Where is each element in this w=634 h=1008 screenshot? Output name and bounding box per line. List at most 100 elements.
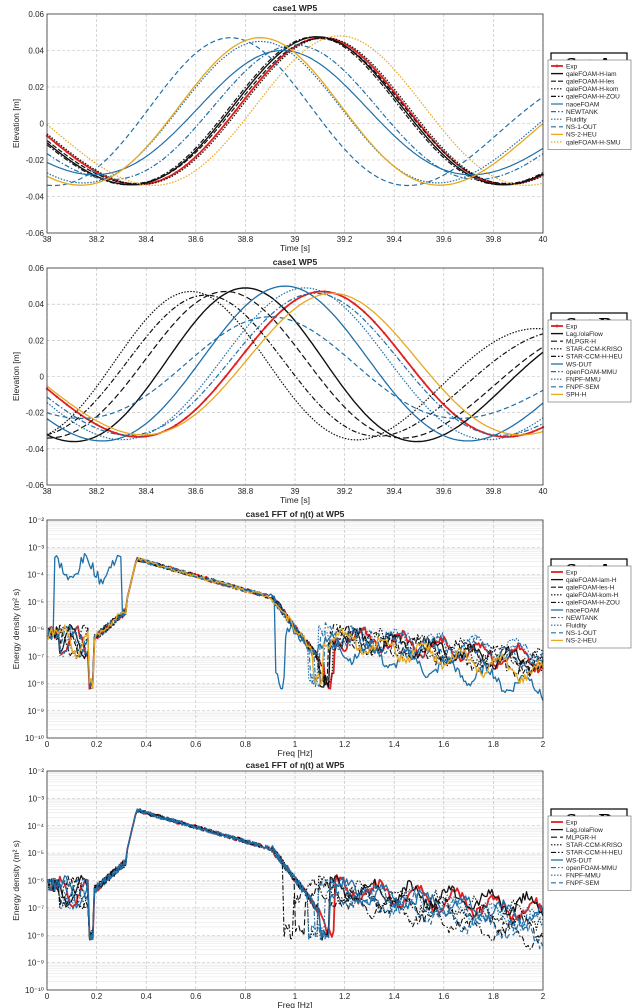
- legend-entry: NS-1-OUT: [566, 124, 597, 131]
- y-axis-label: Elevation [m]: [11, 352, 21, 401]
- series-marker: [353, 49, 356, 52]
- x-tick-label: 39.4: [386, 235, 402, 244]
- chart-title: case1 FFT of η(t) at WP5: [246, 509, 345, 519]
- series-marker: [204, 398, 207, 401]
- chart-title: case1 WP5: [273, 257, 318, 267]
- x-tick-label: 39.2: [337, 235, 353, 244]
- plot-frame: [46, 770, 544, 991]
- y-tick-label: 10⁻²: [28, 516, 44, 525]
- legend-entry: qaleFOAM-H-ZOU: [566, 600, 620, 607]
- x-tick-label: 0.6: [190, 740, 202, 749]
- x-tick-label: 0.8: [240, 740, 252, 749]
- series-line-star-ccm-kriso: [46, 290, 544, 441]
- y-tick-label: 10⁻⁷: [28, 652, 44, 661]
- legend-entry: SPH-H: [566, 392, 587, 399]
- legend-entry: Exp: [566, 323, 578, 330]
- series-marker: [174, 423, 178, 427]
- x-tick-label: 0: [45, 740, 50, 749]
- series-line-ns-1-out: [46, 37, 544, 187]
- y-tick-label: 0: [40, 373, 45, 382]
- y-tick-label: 10⁻⁷: [28, 904, 44, 913]
- legend-entry: naoeFOAM: [566, 607, 599, 614]
- series-marker: [254, 84, 257, 88]
- x-tick-label: 40: [539, 487, 548, 496]
- legend-entry: NEWTANK: [566, 109, 599, 116]
- series-marker: [422, 381, 426, 384]
- legend-entry: STAR-CCM-KRISO: [566, 842, 622, 849]
- x-tick-label: 40: [539, 235, 548, 244]
- legend-entry: WS-DUT: [566, 361, 592, 368]
- series-line-mlpgr-h: [47, 290, 544, 439]
- x-tick-label: 38.2: [89, 487, 105, 496]
- series-marker: [412, 116, 416, 119]
- x-tick-label: 38.6: [188, 235, 204, 244]
- x-tick-label: 38.6: [188, 487, 204, 496]
- y-tick-label: -0.04: [26, 445, 45, 454]
- legend-entry: openFOAM-MMU: [566, 865, 617, 872]
- series-marker: [244, 97, 247, 100]
- legend-entry: FNPF-SEM: [566, 880, 599, 887]
- y-tick-label: 10⁻⁵: [28, 598, 44, 607]
- x-tick-label: 39: [291, 487, 300, 496]
- y-tick-label: -0.02: [26, 409, 45, 418]
- legend-entry: qaleFOAM-lam-H: [566, 577, 617, 584]
- series-line-fnpf-mmu: [47, 808, 544, 941]
- legend-entry: qaleFOAM-kom-H: [566, 592, 619, 599]
- x-tick-label: 0.2: [91, 992, 103, 1001]
- series-marker: [115, 432, 118, 435]
- plot-frame: [46, 13, 544, 234]
- x-tick-label: 39.4: [386, 487, 402, 496]
- series-marker: [383, 78, 386, 82]
- legend-entry: qaleFOAM-H-SMU: [566, 139, 621, 146]
- legend-entry: openFOAM-MMU: [566, 369, 617, 376]
- y-tick-label: 10⁻⁹: [27, 959, 44, 968]
- y-tick-label: 10⁻⁵: [28, 849, 44, 858]
- series-line-newtank: [46, 44, 544, 180]
- y-tick-label: 0.04: [28, 300, 44, 309]
- series-marker: [234, 109, 237, 113]
- x-tick-label: 0.4: [141, 992, 153, 1001]
- legend-entry: NS-2-HEU: [566, 638, 597, 645]
- y-tick-label: 0.04: [28, 47, 44, 56]
- y-tick-label: 10⁻³: [28, 794, 44, 803]
- legend-entry: qaleFOAM-H-les: [566, 79, 615, 86]
- x-tick-label: 39.6: [436, 487, 452, 496]
- series-marker: [393, 90, 396, 94]
- legend-entry: FNPF-SEM: [566, 384, 599, 391]
- series-marker: [264, 72, 267, 76]
- legend-entry: Exp: [566, 819, 578, 826]
- series-marker: [65, 150, 69, 154]
- x-tick-label: 0.8: [240, 992, 252, 1001]
- series-marker: [512, 435, 515, 438]
- series-marker: [55, 142, 59, 146]
- chart-title: case1 FFT of η(t) at WP5: [246, 760, 345, 770]
- series-marker: [363, 310, 366, 314]
- legend-entry: NS-2-HEU: [566, 132, 597, 139]
- series-marker: [363, 57, 366, 60]
- y-tick-label: 10⁻¹⁰: [25, 986, 44, 995]
- x-tick-label: 38: [43, 235, 52, 244]
- x-tick-label: 1.2: [339, 740, 351, 749]
- x-axis-label: Time [s]: [280, 495, 310, 505]
- legend-entry: Fluidity: [566, 117, 587, 124]
- y-tick-label: -0.04: [26, 193, 45, 202]
- series-marker: [343, 296, 346, 299]
- legend-entry: Lag./olaFlow: [566, 331, 603, 338]
- x-tick-label: 38.8: [238, 235, 254, 244]
- series-line-fnpf-mmu: [46, 287, 544, 441]
- x-tick-label: 0.6: [190, 992, 202, 1001]
- legend-entry: STAR-CCM-H-HEU: [566, 850, 623, 857]
- series-marker: [224, 375, 227, 378]
- y-tick-label: 10⁻⁴: [27, 822, 44, 831]
- series-marker: [531, 430, 535, 433]
- legend-entry: STAR-CCM-KRISO: [566, 346, 622, 353]
- y-tick-label: 10⁻⁹: [27, 707, 44, 716]
- legend-entry: Lag./olaFlow: [566, 827, 603, 834]
- x-tick-label: 0.4: [141, 740, 153, 749]
- x-tick-label: 39.8: [486, 487, 502, 496]
- x-tick-label: 1: [293, 740, 298, 749]
- y-tick-label: -0.06: [26, 229, 45, 238]
- plot-frame: [46, 519, 544, 739]
- series-line-openfoam-mmu: [46, 292, 544, 436]
- series-marker: [234, 362, 237, 366]
